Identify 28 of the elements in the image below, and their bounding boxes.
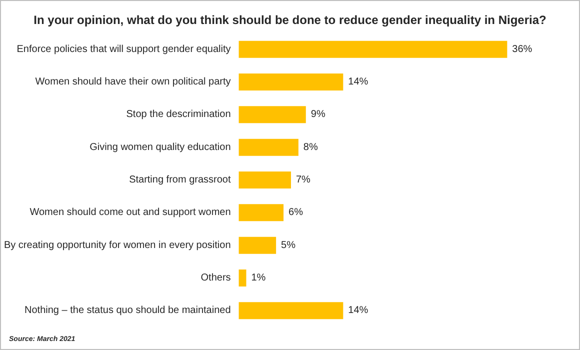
data-label: 1% (251, 272, 266, 284)
bar (238, 106, 306, 124)
y-tick-label: Stop the descrimination (126, 109, 231, 120)
bar (238, 204, 284, 222)
bar (238, 138, 298, 156)
data-label: 7% (296, 174, 311, 186)
y-tick-label: Nothing – the status quo should be maintained (24, 305, 231, 316)
y-tick-label: Enforce policies that will support gender equality (16, 44, 231, 55)
y-tick-label: Women should have their own political party (35, 76, 231, 88)
data-label: 14% (348, 76, 368, 88)
y-tick-label: By creating opportunity for women in every position (4, 240, 231, 251)
data-label: 6% (288, 207, 304, 218)
bar (238, 236, 276, 254)
bar (238, 270, 246, 286)
data-label: 36% (512, 44, 532, 55)
bar (238, 74, 344, 90)
data-label: 8% (303, 142, 318, 153)
data-label: 14% (348, 305, 368, 316)
bar (238, 172, 291, 188)
y-tick-label: Giving women quality education (90, 142, 231, 153)
data-label: 5% (281, 240, 296, 251)
y-tick-label: Women should come out and support women (30, 207, 231, 218)
y-tick-label: Starting from grassroot (129, 174, 231, 186)
bar (238, 40, 508, 58)
chart-title: In your opinion, what do you think should be done to reduce gender inequality in Nigeria? (34, 13, 546, 27)
bar (238, 302, 344, 320)
data-label: 9% (310, 109, 326, 120)
y-tick-label: Others (200, 272, 231, 284)
